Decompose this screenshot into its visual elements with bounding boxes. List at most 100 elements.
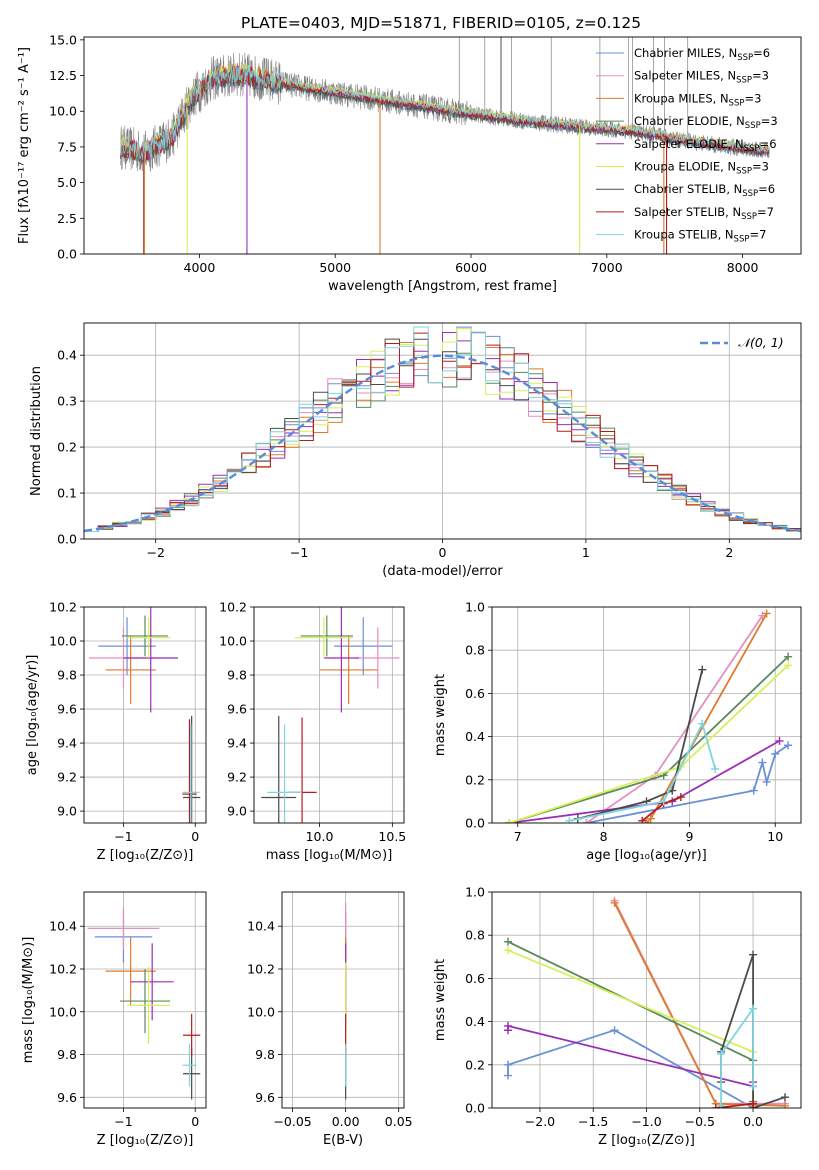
figure-title: PLATE=0403, MJD=51871, FIBERID=0105, z=0… (241, 14, 641, 32)
y-tick-label: 9.6 (255, 1090, 275, 1105)
x-tick-label: 10.5 (378, 829, 406, 844)
mass-weight-line (508, 656, 789, 823)
mass-weight-marker (781, 1101, 790, 1108)
legend-label: Chabrier MILES, NSSP=6 (634, 46, 770, 63)
y-axis-label: Normed distribution (29, 366, 44, 496)
errorbar-point (123, 607, 179, 713)
mass-weight-marker (698, 665, 707, 674)
y-tick-label: 10.0 (219, 634, 247, 649)
mass-weight-marker (784, 661, 793, 670)
errorbar-point (130, 943, 174, 1021)
errorbar-point (182, 724, 200, 823)
spectrum-frame (83, 36, 802, 255)
x-tick-label: 7000 (591, 260, 623, 275)
y-tick-label: 0.0 (465, 1101, 485, 1116)
errorbar-point (183, 1013, 201, 1057)
y-tick-label: 0.0 (57, 247, 77, 262)
y-tick-label: 0.2 (57, 440, 77, 455)
spectrum-legend: Chabrier MILES, NSSP=6 Salpeter MILES, NS… (596, 46, 778, 245)
mass-weight-marker (717, 1101, 726, 1108)
y-tick-label: 1.0 (465, 600, 485, 615)
y-tick-label: 10.0 (49, 634, 77, 649)
y-tick-label: 10.2 (219, 600, 247, 615)
x-tick-label: −1 (114, 1114, 132, 1129)
mass-weight-marker (781, 1093, 790, 1102)
errorbar-point (119, 968, 171, 1034)
massweight-vs-Z-frame (491, 891, 802, 1109)
mass-weight-line (586, 744, 789, 823)
age-vs-Z-axes: −1 0 9.0 9.2 9.4 9.6 9.8 10.0 10.2 Z [log₁₀(Z/Z⊙)… (25, 600, 207, 863)
x-axis-label: Z [log₁₀(Z/Z⊙)] (97, 1133, 194, 1148)
y-axis-label: Flux [fλ10⁻¹⁷ erg cm⁻² s⁻¹ A⁻¹] (17, 47, 32, 244)
x-tick-label: 0 (439, 545, 447, 560)
y-tick-label: 0.8 (465, 928, 485, 943)
legend-label: Chabrier STELIB, NSSP=6 (634, 182, 775, 199)
mass-vs-ebv-axes: −0.05 0.00 0.05 9.6 9.8 10.0 10.2 10.4 E(B-V) (247, 891, 413, 1148)
legend-label: Salpeter MILES, NSSP=3 (634, 69, 769, 86)
y-tick-label: 10.0 (247, 1004, 275, 1019)
x-axis-label: (data-model)/error (382, 564, 503, 579)
y-tick-label: 9.8 (57, 668, 77, 683)
y-tick-label: 9.6 (227, 702, 247, 717)
residuals-legend: 𝒩(0, 1) (700, 335, 784, 350)
legend-label: Kroupa ELODIE, NSSP=3 (634, 160, 769, 177)
residuals-plot-area (84, 323, 801, 539)
mass-weight-marker (749, 1099, 758, 1108)
y-tick-label: 10.4 (247, 919, 275, 934)
y-tick-label: 0.6 (465, 686, 485, 701)
x-tick-label: −2.0 (525, 1114, 555, 1129)
mass-weight-marker (775, 736, 784, 745)
errorbar-point (300, 615, 354, 657)
mass-weight-marker (646, 814, 655, 823)
mass-weight-marker (503, 1071, 512, 1080)
y-tick-label: 9.0 (227, 804, 247, 819)
age-vs-Z-frame (83, 606, 207, 824)
errorbar-point (105, 635, 156, 704)
mass-weight-marker (758, 758, 767, 767)
mass-weight-marker (771, 749, 780, 758)
mass-weight-marker (503, 1060, 512, 1069)
y-tick-label: 10.0 (49, 1004, 77, 1019)
mass-vs-Z-frame (83, 891, 207, 1109)
legend-label: Kroupa STELIB, NSSP=7 (634, 228, 766, 245)
x-tick-label: 0 (191, 829, 199, 844)
spectrum-axes: 4000 5000 6000 7000 8000 0.0 2.5 5.0 7.5 10.0 12.5… (17, 32, 802, 294)
errorbar-point (122, 615, 168, 657)
x-tick-label: 1 (582, 545, 590, 560)
x-tick-label: 7 (514, 829, 522, 844)
massweight-vs-Z-plot-area (492, 892, 801, 1108)
residuals-axes: −2 −1 0 1 2 0.0 0.1 0.2 0.3 0.4 (data-model)/error… (29, 322, 802, 579)
errorbar-point (127, 966, 171, 1044)
errorbar-point (127, 617, 171, 659)
massweight-vs-age-plot-area (492, 607, 801, 823)
mass-weight-marker (505, 819, 514, 823)
age-vs-mass-frame (253, 606, 405, 824)
y-tick-label: 9.6 (57, 702, 77, 717)
mass-weight-marker (784, 741, 793, 750)
errorbar-point (87, 906, 160, 950)
x-tick-label: −1.0 (631, 1114, 661, 1129)
age-vs-Z-plot-area (84, 607, 206, 823)
y-tick-label: 9.2 (227, 770, 247, 785)
y-tick-label: 9.2 (57, 770, 77, 785)
y-tick-label: 10.2 (49, 600, 77, 615)
errorbar-point (334, 617, 393, 676)
y-tick-label: 12.5 (49, 68, 77, 83)
mass-weight-marker (749, 1082, 758, 1091)
y-tick-label: 15.0 (49, 32, 77, 47)
model-spectrum-line (120, 64, 770, 161)
legend-label: Chabrier ELODIE, NSSP=3 (634, 114, 778, 131)
mass-weight-line (720, 1005, 754, 1106)
mass-weight-marker (642, 819, 651, 823)
y-tick-label: 0.0 (465, 816, 485, 831)
mass-weight-marker (659, 797, 668, 806)
massweight-vs-Z-axes: −2.0 −1.5 −1.0 −0.5 0.0 0.0 0.2 0.4 0.6 0.8 1.0 Z [… (433, 885, 802, 1148)
mass-vs-Z-plot-area (84, 892, 206, 1108)
y-tick-label: 10.2 (49, 961, 77, 976)
y-tick-label: 10.4 (49, 919, 77, 934)
massweight-vs-age-frame (491, 606, 802, 824)
legend-label: 𝒩(0, 1) (738, 335, 784, 350)
y-tick-label: 0.2 (465, 772, 485, 787)
errorbar-point (294, 617, 354, 659)
